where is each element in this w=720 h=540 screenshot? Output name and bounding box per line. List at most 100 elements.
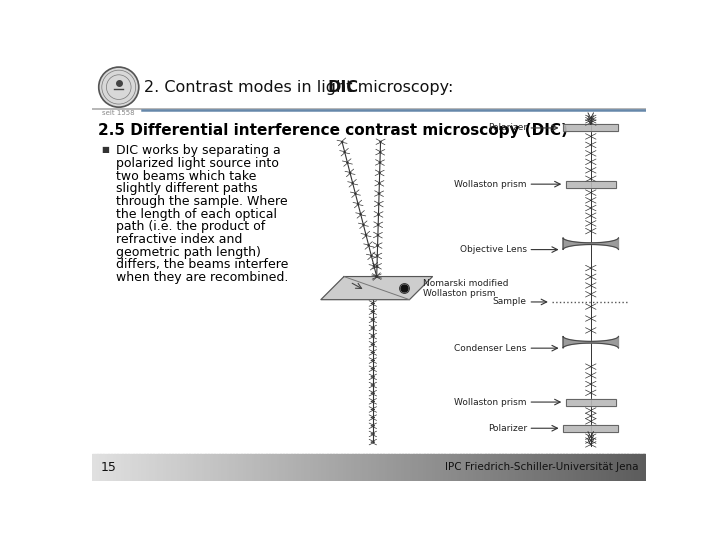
Text: Polarizer: Polarizer xyxy=(487,124,527,132)
Bar xyxy=(148,454,150,481)
Bar xyxy=(582,454,586,481)
Bar xyxy=(258,454,261,481)
Bar xyxy=(494,454,498,481)
Bar xyxy=(228,454,231,481)
Bar xyxy=(289,454,292,481)
Bar xyxy=(139,454,143,481)
Bar xyxy=(272,454,276,481)
Bar xyxy=(300,454,303,481)
Bar xyxy=(372,454,375,481)
Bar xyxy=(425,454,428,481)
Bar xyxy=(518,454,522,481)
Bar xyxy=(178,454,181,481)
Bar xyxy=(458,454,462,481)
Bar xyxy=(314,454,317,481)
Bar xyxy=(264,454,267,481)
Bar xyxy=(488,454,492,481)
Bar xyxy=(632,454,636,481)
Bar xyxy=(638,454,642,481)
Bar xyxy=(366,454,370,481)
Bar xyxy=(120,454,123,481)
Text: DIC: DIC xyxy=(328,79,359,94)
Bar xyxy=(629,454,633,481)
Bar xyxy=(510,454,514,481)
Text: Objective Lens: Objective Lens xyxy=(460,245,527,254)
Bar xyxy=(361,454,364,481)
Bar xyxy=(125,454,129,481)
Bar xyxy=(100,454,104,481)
Bar xyxy=(386,454,390,481)
Bar xyxy=(444,454,447,481)
Bar xyxy=(644,454,647,481)
Bar xyxy=(222,454,225,481)
Bar xyxy=(563,125,618,131)
Bar xyxy=(402,454,406,481)
Bar xyxy=(472,454,475,481)
Bar xyxy=(469,454,472,481)
Bar xyxy=(497,454,500,481)
Bar xyxy=(128,454,131,481)
Bar xyxy=(250,454,253,481)
Bar xyxy=(341,454,345,481)
Bar xyxy=(577,454,580,481)
Bar xyxy=(311,454,315,481)
Bar xyxy=(172,454,176,481)
Bar xyxy=(566,181,616,187)
Bar xyxy=(239,454,242,481)
Bar xyxy=(427,454,431,481)
Text: polarized light source into: polarized light source into xyxy=(117,157,279,170)
Bar xyxy=(554,454,558,481)
Bar xyxy=(521,454,525,481)
Bar xyxy=(566,399,616,406)
Bar xyxy=(203,454,206,481)
Bar xyxy=(266,454,270,481)
Bar xyxy=(377,454,381,481)
Bar xyxy=(485,454,489,481)
Bar xyxy=(297,454,300,481)
Bar xyxy=(477,454,481,481)
Bar xyxy=(560,454,564,481)
Bar xyxy=(590,454,594,481)
Bar xyxy=(316,454,320,481)
Text: 15: 15 xyxy=(101,461,117,474)
Bar xyxy=(344,454,348,481)
Bar xyxy=(563,425,618,431)
Text: Condenser Lens: Condenser Lens xyxy=(454,343,527,353)
Bar xyxy=(544,454,547,481)
Bar xyxy=(325,454,328,481)
Bar xyxy=(593,454,597,481)
Text: ■: ■ xyxy=(101,145,109,154)
Bar xyxy=(166,454,170,481)
Bar xyxy=(319,454,323,481)
Bar xyxy=(474,454,478,481)
Bar xyxy=(599,454,603,481)
Bar xyxy=(236,454,240,481)
Bar xyxy=(194,454,198,481)
Bar xyxy=(302,454,306,481)
Bar xyxy=(336,454,339,481)
Bar xyxy=(92,454,95,481)
Bar xyxy=(613,454,616,481)
Bar xyxy=(535,454,539,481)
Bar xyxy=(624,454,628,481)
Bar xyxy=(557,454,561,481)
Bar xyxy=(641,454,644,481)
Bar xyxy=(410,454,414,481)
Bar xyxy=(413,454,417,481)
Bar xyxy=(369,454,372,481)
Bar xyxy=(449,454,453,481)
Bar xyxy=(111,454,114,481)
Bar xyxy=(283,454,287,481)
Bar xyxy=(621,454,625,481)
Bar xyxy=(585,454,589,481)
Bar xyxy=(94,454,98,481)
Bar xyxy=(563,425,618,431)
Bar xyxy=(322,454,325,481)
Bar xyxy=(269,454,273,481)
Bar xyxy=(552,454,556,481)
Bar xyxy=(350,454,353,481)
Bar xyxy=(169,454,173,481)
Bar xyxy=(513,454,517,481)
Bar xyxy=(145,454,148,481)
Bar xyxy=(546,454,550,481)
